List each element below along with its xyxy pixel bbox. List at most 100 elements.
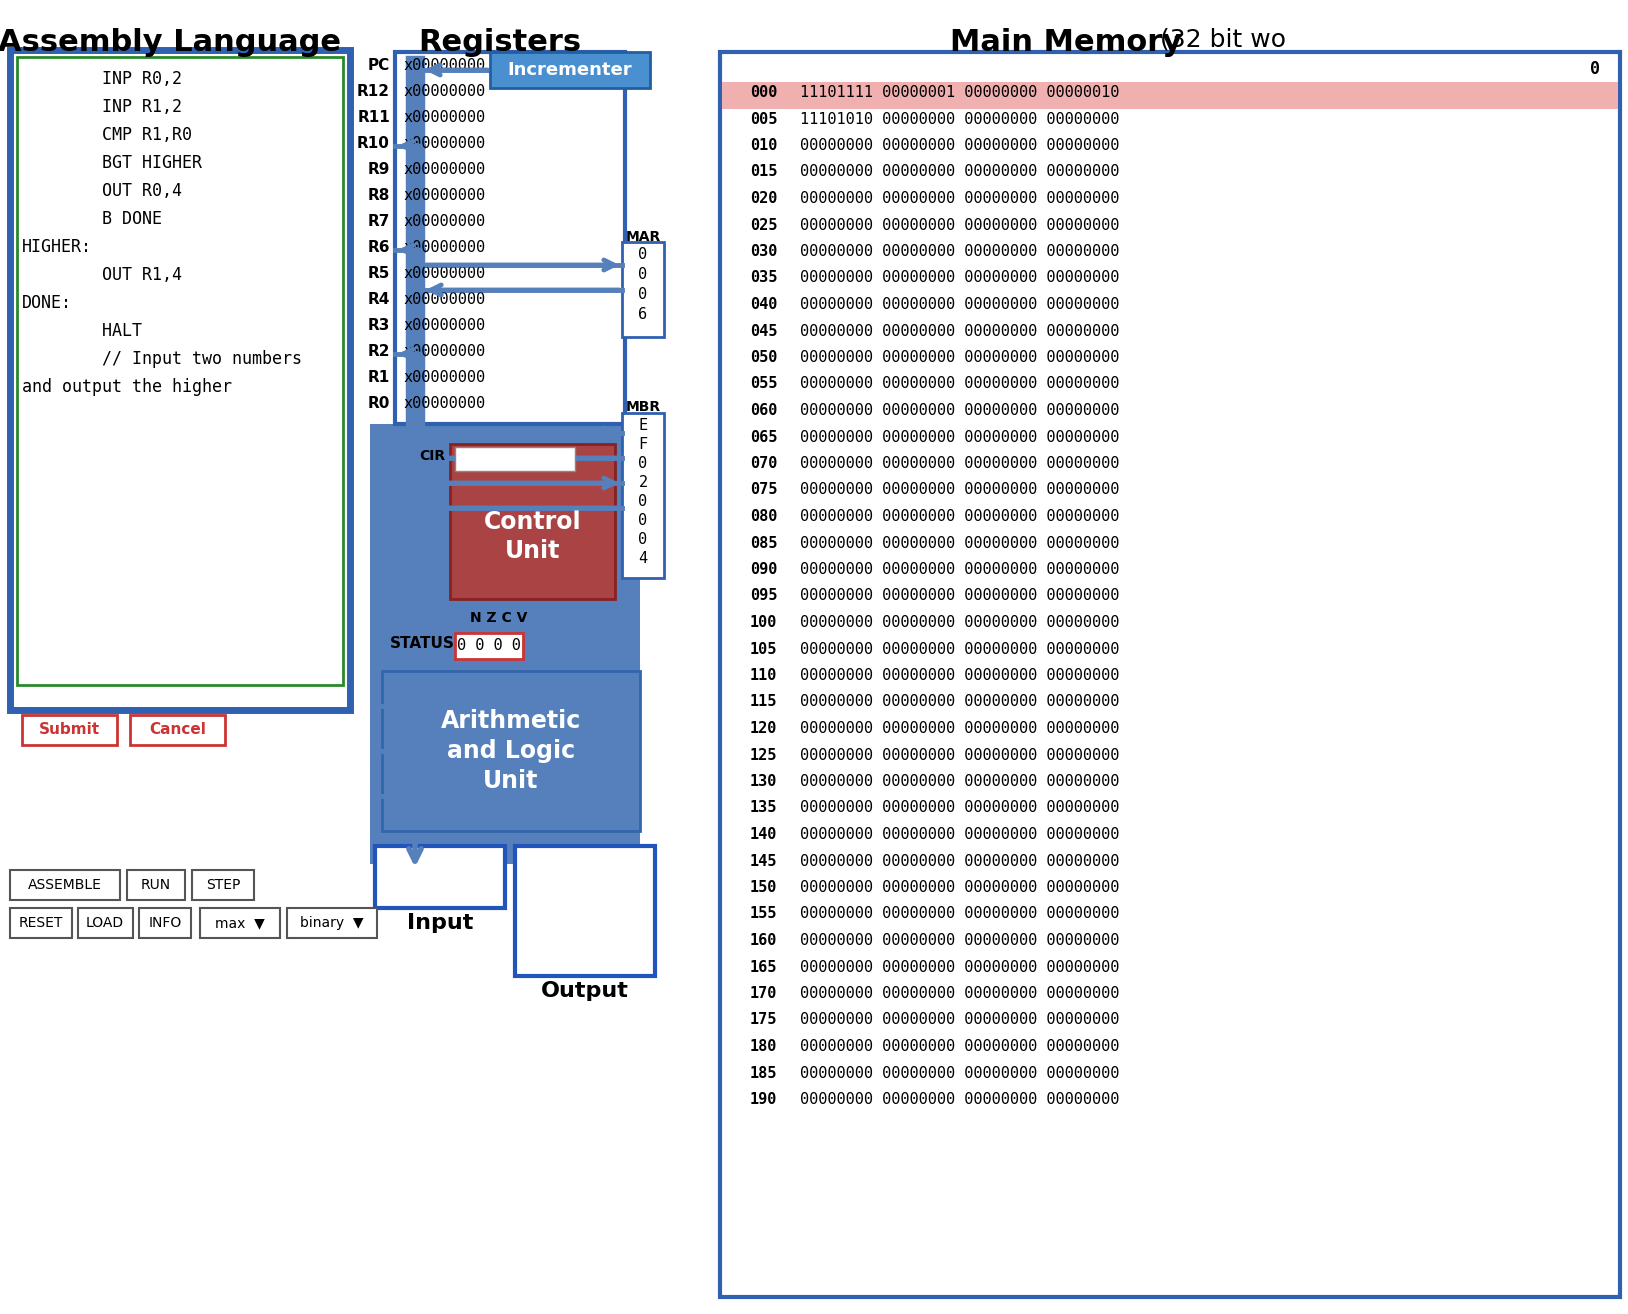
- Text: 00000000 00000000 00000000 00000000: 00000000 00000000 00000000 00000000: [799, 218, 1120, 233]
- Text: 0: 0: [638, 532, 648, 547]
- Text: R8: R8: [368, 188, 391, 202]
- Text: 00000000 00000000 00000000 00000000: 00000000 00000000 00000000 00000000: [799, 774, 1120, 788]
- Text: 130: 130: [751, 774, 778, 788]
- Bar: [721, 81, 1618, 109]
- Text: 170: 170: [751, 986, 778, 1001]
- Text: 2: 2: [638, 474, 648, 490]
- Text: 0 0 0 0: 0 0 0 0: [457, 639, 521, 653]
- Text: 040: 040: [751, 297, 778, 311]
- Text: and output the higher: and output the higher: [23, 378, 233, 396]
- Text: 11101111 00000001 00000000 00000010: 11101111 00000001 00000000 00000010: [799, 85, 1120, 100]
- Text: max  ▼: max ▼: [215, 916, 265, 930]
- Text: OUT R1,4: OUT R1,4: [23, 265, 182, 284]
- Text: F: F: [638, 438, 648, 452]
- Text: DONE:: DONE:: [23, 294, 72, 311]
- Text: CMP R1,R0: CMP R1,R0: [23, 126, 192, 145]
- Bar: [23, 715, 117, 745]
- Text: 0: 0: [1591, 60, 1600, 78]
- Text: 00000000 00000000 00000000 00000000: 00000000 00000000 00000000 00000000: [799, 191, 1120, 206]
- Text: Main Memory: Main Memory: [951, 28, 1182, 57]
- Text: 00000000 00000000 00000000 00000000: 00000000 00000000 00000000 00000000: [799, 509, 1120, 524]
- Text: 00000000 00000000 00000000 00000000: 00000000 00000000 00000000 00000000: [799, 695, 1120, 710]
- Text: 00000000 00000000 00000000 00000000: 00000000 00000000 00000000 00000000: [799, 748, 1120, 762]
- Text: R5: R5: [368, 265, 391, 281]
- Bar: [10, 50, 350, 710]
- Text: HALT: HALT: [23, 322, 142, 340]
- Text: STEP: STEP: [205, 878, 241, 892]
- Text: INFO: INFO: [148, 916, 182, 930]
- Text: 145: 145: [751, 854, 778, 869]
- Text: 00000000 00000000 00000000 00000000: 00000000 00000000 00000000 00000000: [799, 668, 1120, 683]
- Text: x00000000: x00000000: [404, 162, 485, 177]
- Text: PC: PC: [368, 58, 391, 74]
- Text: 055: 055: [751, 377, 778, 392]
- Text: 185: 185: [751, 1066, 778, 1080]
- Text: 125: 125: [751, 748, 778, 762]
- Text: 175: 175: [751, 1013, 778, 1028]
- Text: 00000000 00000000 00000000 00000000: 00000000 00000000 00000000 00000000: [799, 323, 1120, 339]
- Text: MBR: MBR: [625, 399, 661, 414]
- Text: RESET: RESET: [20, 916, 63, 930]
- Text: Input: Input: [407, 913, 474, 933]
- Text: 120: 120: [751, 721, 778, 736]
- Text: 00000000 00000000 00000000 00000000: 00000000 00000000 00000000 00000000: [799, 641, 1120, 657]
- Text: Incrementer: Incrementer: [508, 60, 632, 79]
- Bar: [622, 242, 664, 336]
- Text: 00000000 00000000 00000000 00000000: 00000000 00000000 00000000 00000000: [799, 589, 1120, 603]
- Text: 00000000 00000000 00000000 00000000: 00000000 00000000 00000000 00000000: [799, 482, 1120, 498]
- Text: 015: 015: [751, 164, 778, 180]
- Text: 100: 100: [751, 615, 778, 629]
- Text: MAR: MAR: [625, 230, 661, 244]
- Text: B DONE: B DONE: [23, 210, 163, 229]
- Bar: [454, 447, 575, 470]
- Text: STATUS: STATUS: [391, 636, 454, 650]
- Bar: [10, 870, 120, 900]
- Bar: [514, 846, 654, 976]
- Text: 070: 070: [751, 456, 778, 470]
- Text: 060: 060: [751, 403, 778, 418]
- Text: x00000000: x00000000: [404, 265, 485, 281]
- Bar: [16, 57, 344, 685]
- Bar: [383, 671, 640, 830]
- Text: ASSEMBLE: ASSEMBLE: [28, 878, 103, 892]
- Text: 00000000 00000000 00000000 00000000: 00000000 00000000 00000000 00000000: [799, 350, 1120, 365]
- Text: 085: 085: [751, 536, 778, 551]
- Text: 6: 6: [638, 307, 648, 322]
- Text: x00000000: x00000000: [404, 318, 485, 332]
- Text: x00000000: x00000000: [404, 137, 485, 151]
- Text: 00000000 00000000 00000000 00000000: 00000000 00000000 00000000 00000000: [799, 244, 1120, 259]
- Text: 190: 190: [751, 1092, 778, 1106]
- Text: 00000000 00000000 00000000 00000000: 00000000 00000000 00000000 00000000: [799, 1092, 1120, 1106]
- Text: 095: 095: [751, 589, 778, 603]
- Text: Registers: Registers: [418, 28, 581, 57]
- Text: 0: 0: [638, 494, 648, 509]
- Text: R9: R9: [368, 162, 391, 177]
- Bar: [287, 908, 378, 938]
- Bar: [10, 908, 72, 938]
- Text: OUT R0,4: OUT R0,4: [23, 183, 182, 200]
- Text: 00000000 00000000 00000000 00000000: 00000000 00000000 00000000 00000000: [799, 721, 1120, 736]
- Text: x00000000: x00000000: [404, 292, 485, 307]
- Text: BGT HIGHER: BGT HIGHER: [23, 154, 202, 172]
- Text: R3: R3: [368, 318, 391, 332]
- Text: 00000000 00000000 00000000 00000000: 00000000 00000000 00000000 00000000: [799, 615, 1120, 629]
- Text: R11: R11: [357, 110, 391, 125]
- Text: 000: 000: [751, 85, 778, 100]
- Text: 105: 105: [751, 641, 778, 657]
- Text: 00000000 00000000 00000000 00000000: 00000000 00000000 00000000 00000000: [799, 403, 1120, 418]
- Text: 00000000 00000000 00000000 00000000: 00000000 00000000 00000000 00000000: [799, 880, 1120, 895]
- Text: 025: 025: [751, 218, 778, 233]
- Text: 00000000 00000000 00000000 00000000: 00000000 00000000 00000000 00000000: [799, 536, 1120, 551]
- Text: x00000000: x00000000: [404, 396, 485, 411]
- Text: E: E: [638, 418, 648, 434]
- Text: 080: 080: [751, 509, 778, 524]
- Bar: [127, 870, 186, 900]
- Bar: [192, 870, 254, 900]
- Text: Arithmetic
and Logic
Unit: Arithmetic and Logic Unit: [441, 710, 581, 792]
- Text: Control
Unit: Control Unit: [484, 510, 581, 564]
- Text: 00000000 00000000 00000000 00000000: 00000000 00000000 00000000 00000000: [799, 1039, 1120, 1054]
- Text: Assembly Language: Assembly Language: [0, 28, 342, 57]
- Text: R10: R10: [357, 137, 391, 151]
- Text: 00000000 00000000 00000000 00000000: 00000000 00000000 00000000 00000000: [799, 377, 1120, 392]
- Text: // Input two numbers: // Input two numbers: [23, 350, 303, 368]
